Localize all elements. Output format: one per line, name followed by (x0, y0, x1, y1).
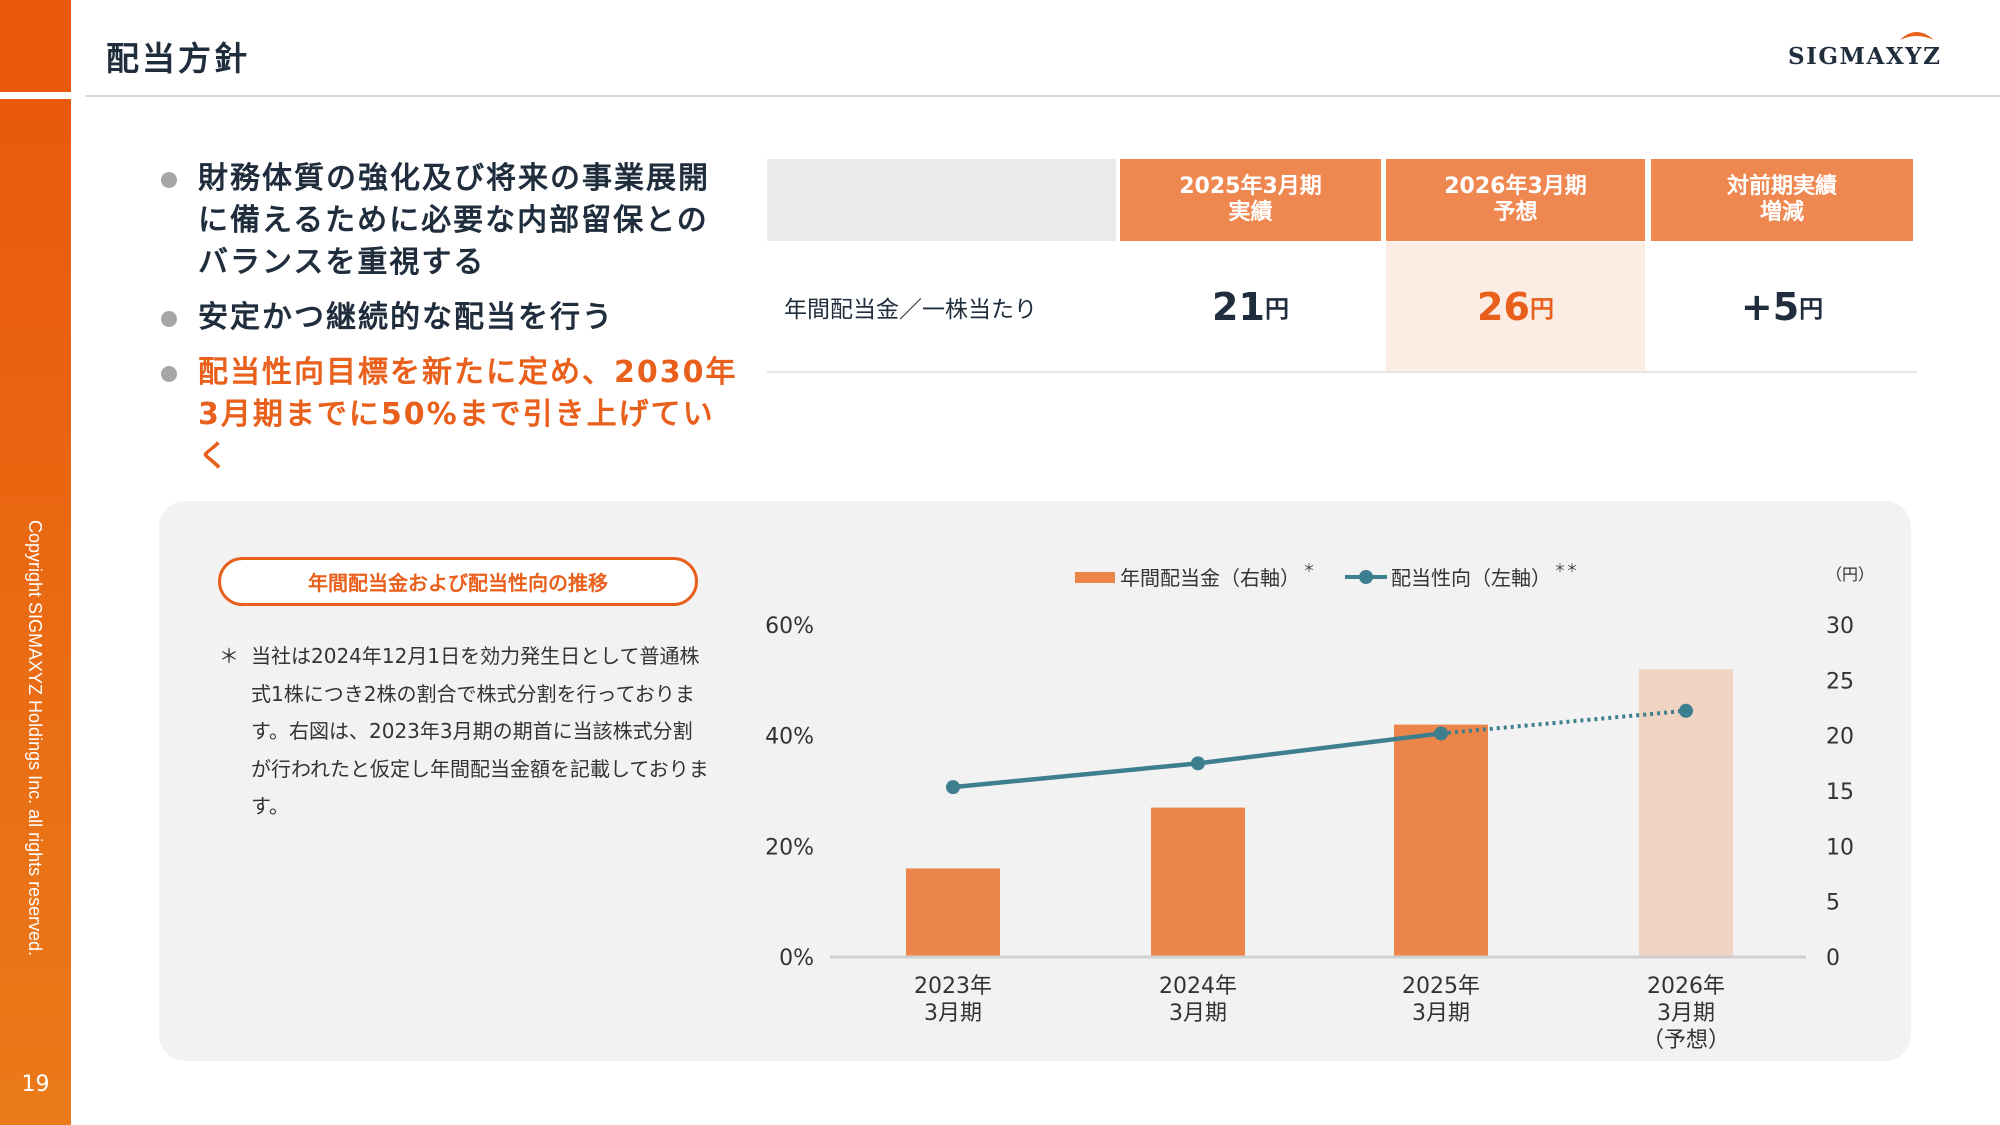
x-tick-label: 2025年 (1402, 974, 1480, 999)
legend-bar-superscript: ＊ (1303, 561, 1315, 575)
table-header-2025: 2025年3月期 実績 (1120, 159, 1381, 241)
right-axis-tick: 0 (1826, 946, 1840, 971)
bullet-2: 安定かつ継続的な配当を行う (160, 297, 740, 339)
bar-0 (906, 868, 1000, 957)
page-number: 19 (21, 1072, 50, 1097)
forecast-cell-bg (1386, 242, 1645, 371)
x-tick-label: 3月期 (1412, 1001, 1470, 1026)
bullet-1: 財務体質の強化及び将来の事業展開に備えるために必要な内部留保とのバランスを重視す… (160, 158, 740, 284)
left-axis-tick: 40% (765, 725, 814, 750)
right-axis-tick: 10 (1826, 835, 1854, 860)
left-axis-tick: 20% (765, 835, 814, 860)
legend-bar-swatch (1075, 572, 1115, 583)
footnote: ＊当社は2024年12月1日を効力発生日として普通株式1株につき2株の割合で株式… (219, 644, 709, 818)
right-axis-tick: 15 (1826, 780, 1854, 805)
table-header-2026: 2026年3月期 予想 (1386, 159, 1645, 241)
line-point-2 (1434, 726, 1448, 741)
table-corner (767, 159, 1116, 241)
value-2026: 26 円 (1477, 284, 1554, 329)
page-title: 配当方針 (106, 39, 250, 78)
legend-line-marker (1359, 570, 1374, 584)
line-segment-0 (952, 761, 1199, 790)
table-row-label: 年間配当金／一株当たり (784, 296, 1037, 323)
header-divider (85, 95, 2000, 97)
table-header-change: 対前期実績 増減 (1651, 159, 1913, 241)
svg-text:SIGMAXYZ: SIGMAXYZ (1788, 43, 1941, 70)
bullet-3: 配当性向目標を新たに定め、2030年3月期までに50%まで引き上げていく (160, 352, 740, 478)
legend-bar-label: 年間配当金（右軸） (1120, 566, 1300, 590)
bar-2 (1394, 724, 1488, 957)
value-change: +5 円 (1740, 284, 1824, 329)
right-axis-tick: 5 (1826, 891, 1840, 916)
x-tick-label: （予想） (1642, 1028, 1730, 1053)
table-bottom-border (767, 371, 1917, 373)
sidebar-top-block (0, 0, 71, 92)
left-axis-tick: 0% (779, 946, 814, 971)
line-point-0 (946, 780, 960, 795)
line-point-1 (1191, 756, 1205, 771)
x-tick-label: 3月期 (1657, 1001, 1715, 1026)
line-point-3 (1679, 703, 1693, 718)
value-2025: 21 円 (1212, 284, 1289, 329)
legend-line-superscript: ＊＊ (1554, 561, 1578, 575)
chart-title-pill: 年間配当金および配当性向の推移 (218, 557, 698, 606)
x-tick-label: 3月期 (1169, 1001, 1227, 1026)
x-tick-label: 2023年 (914, 974, 992, 999)
x-tick-label: 2026年 (1647, 974, 1725, 999)
sidebar-band (0, 99, 71, 1125)
line-segment-2 (1440, 708, 1687, 736)
right-axis-tick: 20 (1826, 725, 1854, 750)
legend-line-label: 配当性向（左軸） (1391, 566, 1551, 590)
bar-1 (1151, 807, 1245, 957)
right-axis-tick: 25 (1826, 669, 1854, 694)
x-tick-label: 3月期 (924, 1001, 982, 1026)
line-segment-1 (1197, 731, 1442, 766)
x-tick-label: 2024年 (1159, 974, 1237, 999)
left-axis-tick: 60% (765, 614, 814, 639)
right-axis-tick: 30 (1826, 614, 1854, 639)
sigmaxyz-logo: SIGMAXYZ (1788, 32, 1941, 70)
right-axis-unit: （円） (1826, 565, 1874, 584)
